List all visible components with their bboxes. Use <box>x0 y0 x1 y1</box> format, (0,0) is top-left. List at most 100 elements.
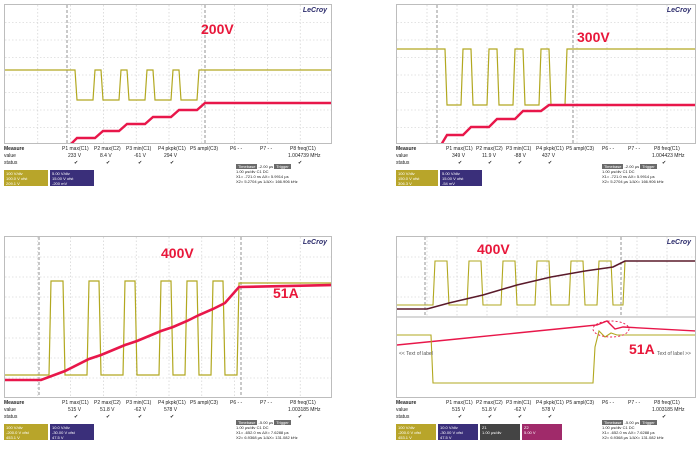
waveform-screen: 300V LeCroy <box>396 4 696 144</box>
param-p2: P2 max(C2) <box>94 400 121 406</box>
channel1-box[interactable]: 100 V/div 100.0 V ofst 209.1 V <box>4 170 48 186</box>
channel2-box[interactable]: 5.00 V/div 15.00 V ofst -54 mV <box>440 170 482 186</box>
timebase-value: -5.00 µs <box>624 420 640 425</box>
voltage-trace <box>397 260 695 306</box>
timebase-box[interactable]: Timebase -5.00 µs Trigger 1.00 µs/div C1… <box>236 420 332 440</box>
check-icon: ✔ <box>106 414 111 420</box>
channel1-box[interactable]: 100 V/div -200.0 V ofst 453.1 V <box>4 424 48 440</box>
cursor-readout-1: X1= -652.0 ns ΔX= 7.6288 µs <box>602 430 655 435</box>
status-label: status <box>4 160 18 166</box>
check-icon: ✔ <box>170 160 175 166</box>
highlight-circle <box>592 320 630 338</box>
value-p3: -88 V <box>514 153 526 159</box>
cursor-readout-1: X1= -721.0 ns ΔX= 5.9914 µs <box>602 174 655 179</box>
current-label: 51A <box>629 341 655 357</box>
value-p2: 51.8 V <box>100 407 115 413</box>
value-p2: 51.8 V <box>482 407 497 413</box>
waveform-screen: 200V LeCroy <box>4 4 332 144</box>
param-p8: P8 freq(C1) <box>654 400 680 406</box>
ch1-scale: 100 V/div <box>6 425 23 430</box>
param-p7: P7 - - <box>628 146 641 152</box>
value-p8: 1.004423 MHz <box>652 153 685 159</box>
channel2-box[interactable]: 10.0 V/div -30.00 V ofst 47.5 V <box>50 424 94 440</box>
param-p5: P5 ampl(C3) <box>566 400 595 406</box>
timebase-label: Timebase <box>236 164 258 169</box>
trigger-value: C1 DC <box>622 425 635 430</box>
ch1-offset: 150.0 V ofst <box>398 176 420 181</box>
param-p7: P7 - - <box>260 146 273 152</box>
ch1-scale: 100 V/div <box>6 171 23 176</box>
timebase-box[interactable]: Timebase -2.00 µs Trigger 1.00 µs/div C1… <box>602 164 696 184</box>
trigger-label: Trigger <box>274 164 291 169</box>
timebase-value: -5.00 µs <box>258 420 274 425</box>
voltage-trace <box>5 69 331 101</box>
grid <box>5 5 331 143</box>
ch2-offset: -30.00 V ofst <box>440 430 463 435</box>
timebase-label: Timebase <box>236 420 258 425</box>
ch2-readout: -54 mV <box>442 181 455 186</box>
zoom1-box[interactable]: Z1 1.00 µs/div <box>480 424 520 440</box>
timebase-scale: 1.00 µs/div <box>236 425 256 430</box>
param-p2: P2 max(C2) <box>94 146 121 152</box>
param-p7: P7 - - <box>628 400 641 406</box>
check-icon: ✔ <box>488 160 493 166</box>
trigger-value: C1 DC <box>256 425 269 430</box>
channel1-box[interactable]: 100 V/div -200.0 V ofst 453.1 V <box>396 424 436 440</box>
param-p5: P5 ampl(C3) <box>190 400 219 406</box>
param-p4: P4 pkpk(C1) <box>158 400 186 406</box>
value-p4: 578 V <box>542 407 556 413</box>
measure-label: Measure <box>396 146 417 152</box>
scope-panel-300v: 300V LeCroy Measure P1 max(C1) P2 max(C2… <box>396 4 696 190</box>
check-icon: ✔ <box>548 414 553 420</box>
trigger-label: Trigger <box>640 164 657 169</box>
check-icon: ✔ <box>138 160 143 166</box>
ch2-scale: 5.00 V/div <box>442 171 460 176</box>
zoom2-scale: 5.00 V <box>524 430 536 435</box>
brand-logo: LeCroy <box>302 239 327 246</box>
timebase-value: -2.00 µs <box>258 164 274 169</box>
check-icon: ✔ <box>548 160 553 166</box>
check-icon: ✔ <box>458 414 463 420</box>
check-icon: ✔ <box>138 414 143 420</box>
param-p7: P7 - - <box>260 400 273 406</box>
value-label: value <box>396 407 408 413</box>
channel1-box[interactable]: 100 V/div 150.0 V ofst 306.3 V <box>396 170 438 186</box>
value-p1: 515 V <box>452 407 466 413</box>
status-label: status <box>396 160 410 166</box>
cursor-readout-2: X2= 6.9368 µs 1/ΔX= 131.082 kHz <box>602 435 664 440</box>
cursor-readout-1: X1= -721.0 ns ΔX= 5.9914 µs <box>236 174 289 179</box>
grid <box>397 5 695 143</box>
current-trace <box>5 283 331 382</box>
zoom-current-trace <box>397 320 695 346</box>
channel2-box[interactable]: 10.0 V/div -30.00 V ofst 47.5 V <box>438 424 478 440</box>
measure-label: Measure <box>4 146 25 152</box>
timebase-scale: 1.00 µs/div <box>236 169 256 174</box>
cursor-readout-2: X2= 5.2704 µs 1/ΔX= 166.906 kHz <box>236 179 298 184</box>
param-p2: P2 max(C2) <box>476 400 503 406</box>
ch1-offset: 100.0 V ofst <box>6 176 28 181</box>
ch1-scale: 100 V/div <box>398 425 415 430</box>
channel2-box[interactable]: 5.00 V/div 15.00 V ofst -200 mV <box>50 170 94 186</box>
param-p1: P1 max(C1) <box>446 400 473 406</box>
ch1-readout: 306.3 V <box>398 181 412 186</box>
check-icon: ✔ <box>488 414 493 420</box>
cursor-readout-1: X1= -652.0 ns ΔX= 7.6288 µs <box>236 430 289 435</box>
ch2-scale: 10.0 V/div <box>440 425 458 430</box>
param-p8: P8 freq(C1) <box>290 146 316 152</box>
timebase-box[interactable]: Timebase -2.00 µs Trigger 1.00 µs/div C1… <box>236 164 332 184</box>
timebase-value: -2.00 µs <box>624 164 640 169</box>
ch1-readout: 209.1 V <box>6 181 20 186</box>
value-p4: 578 V <box>164 407 178 413</box>
voltage-label: 300V <box>577 29 610 45</box>
measure-table: Measure P1 max(C1) P2 max(C2) P3 min(C1)… <box>396 400 696 420</box>
left-label-marker: << Text of label <box>399 351 433 357</box>
waveform-graph <box>397 5 695 143</box>
zoom2-box[interactable]: Z2 5.00 V <box>522 424 562 440</box>
timebase-box[interactable]: Timebase -5.00 µs Trigger 1.00 µs/div C1… <box>602 420 696 440</box>
timebase-label: Timebase <box>602 420 624 425</box>
measure-label: Measure <box>396 400 417 406</box>
voltage-label: 400V <box>477 241 510 257</box>
right-label-marker: Text of label >> <box>657 351 691 357</box>
param-p4: P4 pkpk(C1) <box>536 146 564 152</box>
param-p2: P2 max(C2) <box>476 146 503 152</box>
